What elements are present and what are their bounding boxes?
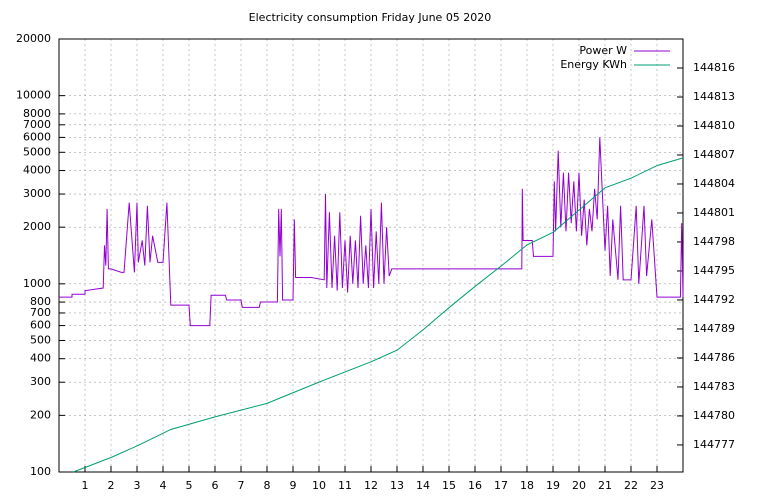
y-tick-label: 4000 [23, 164, 51, 177]
y2-tick-label: 144816 [693, 61, 735, 74]
chart-title: Electricity consumption Friday June 05 2… [249, 11, 492, 24]
plot-frame [58, 38, 684, 473]
x-tick-label: 17 [494, 479, 508, 492]
y-tick-label: 20000 [16, 32, 51, 45]
y2-tick-label: 144780 [693, 409, 735, 422]
x-tick-label: 12 [364, 479, 378, 492]
x-tick-label: 9 [290, 479, 297, 492]
x-tick-label: 13 [390, 479, 404, 492]
y-tick-label: 700 [30, 306, 51, 319]
y-tick-label: 300 [30, 375, 51, 388]
legend-label: Power W [579, 44, 627, 57]
y-tick-label: 6000 [23, 130, 51, 143]
y2-tick-label: 144789 [693, 322, 735, 335]
y2-tick-label: 144783 [693, 380, 735, 393]
x-tick-label: 1 [82, 479, 89, 492]
y2-tick-label: 144795 [693, 264, 735, 277]
x-tick-label: 2 [108, 479, 115, 492]
y2-tick-label: 144813 [693, 90, 735, 103]
y-tick-label: 5000 [23, 145, 51, 158]
x-tick-label: 5 [186, 479, 193, 492]
y-tick-label: 600 [30, 319, 51, 332]
x-tick-label: 7 [238, 479, 245, 492]
y-tick-label: 100 [30, 465, 51, 478]
y-tick-label: 8000 [23, 107, 51, 120]
series-line [73, 157, 684, 473]
y-tick-label: 7000 [23, 118, 51, 131]
x-tick-label: 22 [624, 479, 638, 492]
x-tick-label: 10 [312, 479, 326, 492]
x-tick-label: 20 [572, 479, 586, 492]
x-tick-label: 8 [264, 479, 271, 492]
y2-tick-label: 144792 [693, 293, 735, 306]
y-tick-label: 400 [30, 352, 51, 365]
x-tick-label: 6 [212, 479, 219, 492]
x-tick-label: 23 [650, 479, 664, 492]
legend-label: Energy KWh [560, 58, 627, 71]
y-tick-label: 500 [30, 333, 51, 346]
y-tick-label: 800 [30, 295, 51, 308]
y-tick-label: 10000 [16, 89, 51, 102]
x-tick-label: 4 [160, 479, 167, 492]
x-tick-label: 16 [468, 479, 482, 492]
x-tick-label: 19 [546, 479, 560, 492]
x-tick-label: 3 [134, 479, 141, 492]
x-tick-label: 15 [442, 479, 456, 492]
x-tick-label: 14 [416, 479, 430, 492]
y-tick-label: 2000 [23, 220, 51, 233]
y-tick-label: 200 [30, 408, 51, 421]
y2-tick-label: 144777 [693, 438, 735, 451]
series-line [59, 137, 684, 327]
y2-tick-label: 144810 [693, 119, 735, 132]
x-tick-label: 11 [338, 479, 352, 492]
y2-tick-label: 144804 [693, 177, 735, 190]
x-tick-label: 21 [598, 479, 612, 492]
x-tick-label: 18 [520, 479, 534, 492]
y-tick-label: 1000 [23, 277, 51, 290]
y2-tick-label: 144807 [693, 148, 735, 161]
y2-tick-label: 144801 [693, 206, 735, 219]
y-tick-label: 3000 [23, 187, 51, 200]
y2-tick-label: 144786 [693, 351, 735, 364]
y2-tick-label: 144798 [693, 235, 735, 248]
